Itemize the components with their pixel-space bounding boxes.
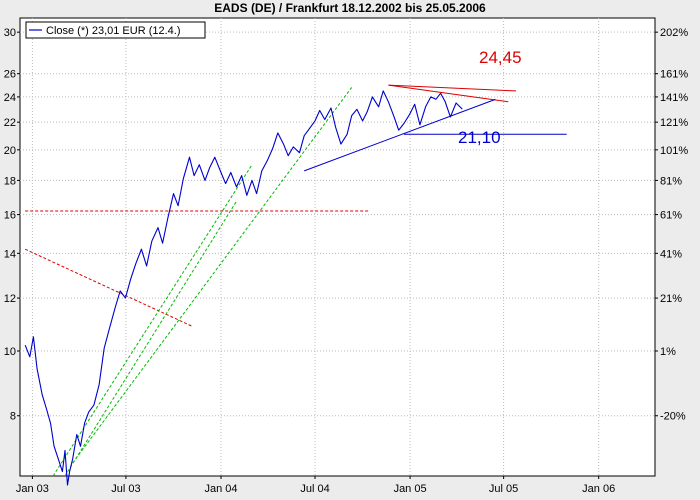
plot-area	[19, 17, 656, 477]
trendline	[388, 84, 509, 103]
series-layer	[24, 90, 463, 486]
y-tick-label: 18	[4, 175, 16, 187]
y-tick-label-right: 161%	[660, 69, 688, 81]
annotation-support-value: 21,10	[458, 128, 501, 147]
y-tick-label: 24	[4, 92, 16, 104]
chart-title: EADS (DE) / Frankfurt 18.12.2002 bis 25.…	[214, 1, 486, 15]
y-tick-label-right: 121%	[660, 117, 688, 129]
trendline	[64, 200, 238, 477]
y-tick-label-right: 81%	[660, 175, 682, 187]
trendline	[303, 98, 496, 172]
y-tick-label-right: 21%	[660, 293, 682, 305]
y-tick-label-right: 1%	[660, 346, 676, 358]
y-tick-label-right: 202%	[660, 27, 688, 39]
trendline	[72, 87, 353, 464]
y-tick-label-right: 101%	[660, 145, 688, 157]
y-tick-label: 12	[4, 293, 16, 305]
legend: Close (*) 23,01 EUR (12.4.)	[25, 21, 206, 39]
trendlines-layer	[24, 84, 567, 477]
y-tick-label: 16	[4, 210, 16, 222]
axis-layer: 8 -20%10 1%12 21%14 41%16 61%18 81%20 101%22 121…	[4, 27, 689, 495]
x-tick-label: Jul 04	[300, 483, 329, 495]
y-tick-label: 10	[4, 346, 16, 358]
y-tick-label-right: 141%	[660, 92, 688, 104]
y-tick-label: 22	[4, 117, 16, 129]
y-tick-label: 30	[4, 27, 16, 39]
y-tick-label-right: 41%	[660, 248, 682, 260]
trendline	[52, 164, 253, 477]
x-tick-label: Jul 03	[111, 483, 140, 495]
y-tick-label-right: -20%	[660, 411, 686, 423]
price-series-line	[24, 90, 463, 486]
x-tick-label: Jan 05	[394, 483, 427, 495]
annotation-resistance-value: 24,45	[479, 48, 522, 67]
x-tick-label: Jan 04	[204, 483, 237, 495]
x-tick-label: Jan 03	[16, 483, 49, 495]
y-tick-label: 26	[4, 69, 16, 81]
x-tick-label: Jul 05	[489, 483, 518, 495]
legend-box	[25, 21, 206, 39]
y-tick-label: 20	[4, 145, 16, 157]
trendline	[24, 248, 192, 327]
y-tick-label: 8	[10, 411, 16, 423]
trendline	[388, 84, 517, 92]
legend-label: Close (*) 23,01 EUR (12.4.)	[46, 25, 181, 37]
y-tick-label: 14	[4, 248, 16, 260]
x-tick-label: Jan 06	[582, 483, 615, 495]
y-tick-label-right: 61%	[660, 210, 682, 222]
